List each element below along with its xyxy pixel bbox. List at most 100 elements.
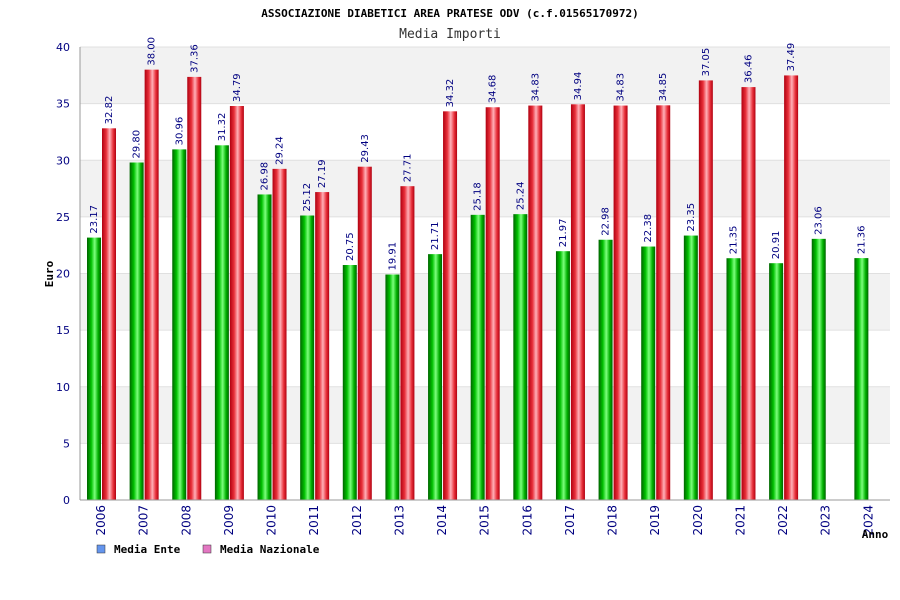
bar-value-label: 23.06: [814, 206, 825, 235]
x-tick-label: 2017: [563, 505, 577, 536]
bar-media-ente: [172, 149, 187, 501]
bar-value-label: 36.46: [743, 54, 754, 83]
grid-band: [80, 443, 890, 500]
bar-media-nazionale: [570, 104, 585, 500]
bars: [87, 69, 869, 501]
bar-media-nazionale: [656, 105, 671, 500]
bar-value-label: 34.32: [445, 79, 456, 108]
bar-value-label: 30.96: [174, 117, 185, 146]
bar-media-ente: [555, 251, 570, 500]
bar-media-ente: [428, 254, 443, 500]
bar-media-ente: [854, 258, 869, 500]
bar-media-nazionale: [102, 128, 116, 500]
x-tick-label: 2011: [307, 505, 321, 536]
bar-media-ente: [129, 162, 144, 500]
x-tick-label: 2019: [648, 505, 662, 536]
grid-band: [80, 386, 890, 444]
chart-subtitle: Media Importi: [399, 27, 501, 42]
bar-value-label: 29.43: [360, 134, 371, 163]
bar-value-label: 23.17: [89, 205, 100, 234]
x-tick-label: 2013: [392, 505, 406, 536]
bar-media-ente: [257, 194, 272, 500]
bar-value-label: 26.98: [260, 162, 271, 191]
bar-media-nazionale: [528, 105, 543, 501]
bar-media-ente: [769, 263, 784, 500]
x-tick-label: 2010: [265, 505, 279, 536]
x-axis-ticks: 2006 2007 2008 2009 2010 2011 2012 2013 2014 2015…: [94, 505, 875, 536]
bar-value-label: 37.49: [786, 43, 797, 72]
bar-media-nazionale: [144, 69, 159, 501]
bar-value-label: 37.05: [701, 48, 712, 77]
x-tick-label: 2012: [350, 505, 364, 536]
bar-value-label: 31.32: [217, 113, 228, 142]
y-tick-label: 10: [56, 381, 70, 394]
y-tick-label: 5: [63, 437, 70, 450]
bar-value-label: 34.79: [232, 73, 243, 102]
bar-value-label: 34.85: [658, 73, 669, 102]
bar-media-nazionale: [400, 186, 415, 500]
bar-value-label: 25.24: [515, 182, 526, 211]
bar-media-nazionale: [272, 168, 287, 500]
bar-value-label: 34.83: [616, 73, 627, 102]
grid-band: [80, 103, 890, 161]
bar-media-ente: [300, 215, 315, 501]
y-axis-ticks: 0 5 10 15 20 25 30 35 40: [56, 41, 70, 507]
y-tick-label: 0: [63, 494, 70, 507]
legend: Media Ente Media Nazionale: [96, 543, 320, 556]
x-tick-label: 2007: [137, 505, 151, 536]
bar-media-nazionale: [485, 107, 500, 501]
x-tick-label: 2014: [435, 505, 449, 536]
bar-media-nazionale: [741, 87, 756, 500]
bar-value-label: 37.36: [189, 44, 200, 73]
grid-band: [80, 330, 890, 387]
grid-band: [80, 47, 890, 104]
bar-value-label: 27.71: [402, 154, 413, 183]
bar-value-label: 25.12: [302, 183, 313, 212]
bar-media-nazionale: [315, 192, 330, 501]
legend-swatch-media-ente: [96, 544, 106, 554]
x-axis-label: Anno: [862, 528, 889, 541]
x-tick-label: 2023: [819, 505, 833, 536]
chart-title: ASSOCIAZIONE DIABETICI AREA PRATESE ODV …: [261, 7, 639, 20]
bar-value-label: 21.35: [728, 226, 739, 255]
x-tick-label: 2009: [222, 505, 236, 536]
bar-value-label: 25.18: [473, 182, 484, 211]
bar-value-label: 38.00: [147, 37, 158, 66]
bar-media-nazionale: [357, 166, 372, 500]
bar-media-ente: [87, 237, 101, 501]
y-tick-label: 15: [56, 324, 70, 337]
bar-media-ente: [811, 238, 826, 500]
bar-media-ente: [470, 214, 485, 501]
bar-media-nazionale: [784, 75, 799, 500]
legend-label-media-ente: Media Ente: [114, 543, 181, 556]
y-tick-label: 35: [56, 98, 70, 111]
x-tick-label: 2006: [94, 505, 108, 536]
bar-value-label: 29.24: [275, 136, 286, 165]
bar-media-ente: [385, 274, 400, 500]
bar-media-ente: [214, 145, 229, 500]
x-tick-label: 2015: [478, 505, 492, 536]
x-tick-label: 2024: [861, 505, 875, 536]
y-tick-label: 25: [56, 211, 70, 224]
y-tick-label: 30: [56, 154, 70, 167]
grid-band: [80, 160, 890, 217]
x-tick-label: 2021: [733, 505, 747, 536]
bar-value-label: 21.36: [856, 225, 867, 254]
bar-value-label: 20.91: [771, 231, 782, 260]
x-tick-label: 2008: [179, 505, 193, 536]
grid-bands: [80, 46, 890, 501]
x-tick-label: 2018: [606, 505, 620, 536]
grid-band: [80, 216, 890, 274]
x-tick-label: 2022: [776, 505, 790, 536]
bar-media-nazionale: [187, 76, 202, 500]
bar-value-label: 34.68: [488, 75, 499, 104]
bar-media-ente: [598, 239, 613, 500]
y-tick-label: 20: [56, 268, 70, 281]
y-axis-label: Euro: [43, 260, 56, 287]
grid-band: [80, 273, 890, 331]
bar-value-label: 19.91: [387, 242, 398, 271]
bar-value-label: 27.19: [317, 159, 328, 188]
bar-value-label: 29.80: [132, 130, 143, 159]
bar-value-label: 22.38: [643, 214, 654, 243]
bar-value-label: 23.35: [686, 203, 697, 232]
